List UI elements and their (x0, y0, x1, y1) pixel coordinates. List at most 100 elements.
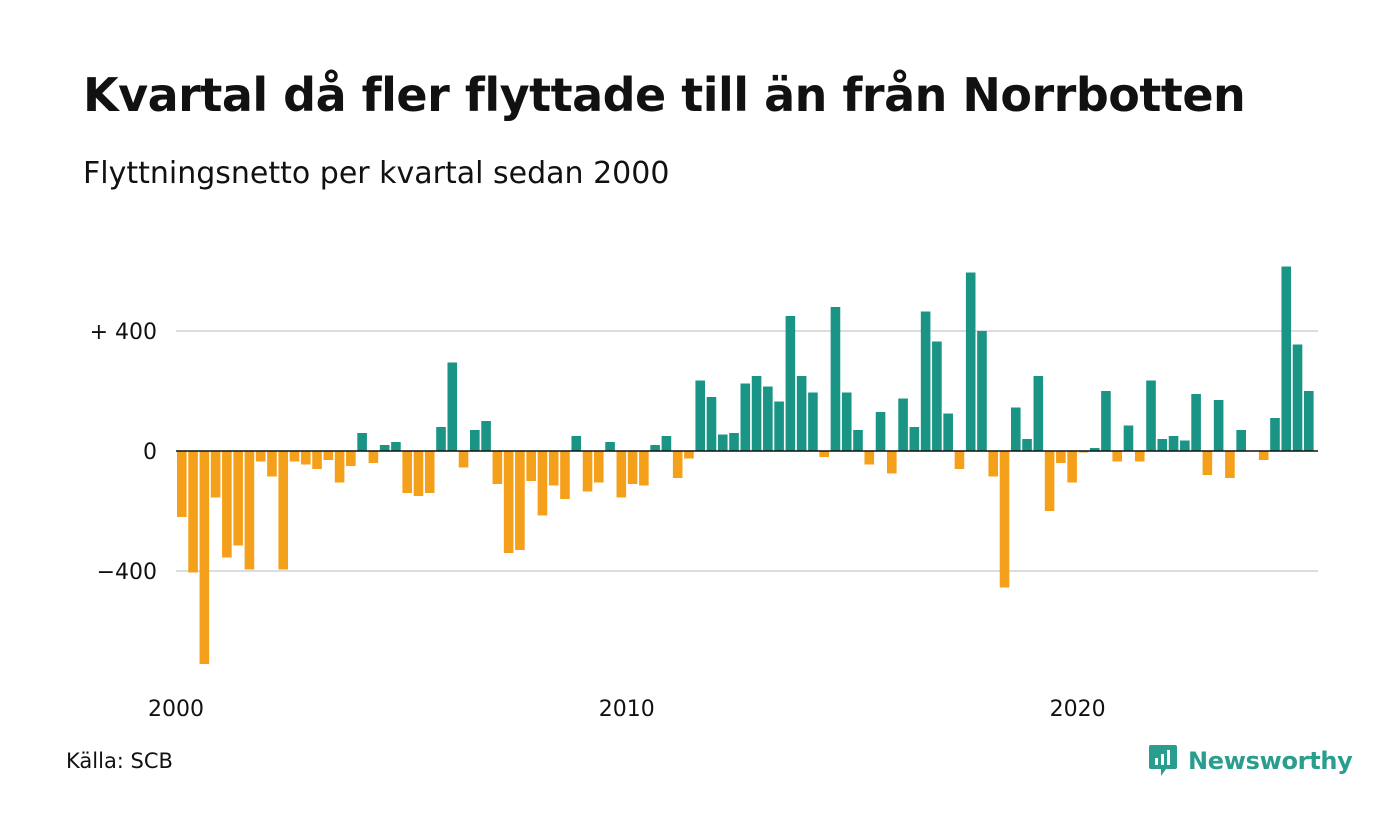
bar (458, 451, 469, 468)
bar (751, 376, 762, 451)
bar (1101, 391, 1111, 451)
bar (537, 451, 548, 516)
bar (1180, 440, 1190, 451)
bar (582, 451, 593, 492)
bar (368, 451, 379, 463)
bar (841, 392, 852, 451)
bar (1112, 451, 1123, 462)
bar (481, 421, 491, 451)
bar (222, 451, 232, 558)
bar (1056, 451, 1066, 463)
bar (357, 433, 367, 451)
bar (717, 434, 728, 451)
axes: + 400 0 −400 2000 2010 2020 (90, 320, 1318, 722)
chart-title: Kvartal då fler flyttade till än från No… (83, 68, 1246, 122)
bar (278, 451, 289, 570)
bar (853, 430, 863, 451)
bar (188, 451, 198, 573)
bar (785, 316, 796, 451)
bar (560, 451, 570, 499)
bar (470, 430, 480, 451)
bar (413, 451, 424, 496)
bar (706, 397, 717, 451)
bar (1292, 344, 1303, 451)
bar (1157, 439, 1168, 451)
brand[interactable]: Newsworthy (1148, 743, 1353, 779)
bar (887, 451, 897, 474)
bar (796, 376, 807, 451)
y-tick-label: −400 (97, 560, 157, 585)
bar (999, 451, 1010, 588)
bar (244, 451, 255, 570)
bar (199, 451, 210, 664)
chart-subtitle: Flyttningsnetto per kvartal sedan 2000 (83, 156, 670, 191)
bar (763, 386, 773, 451)
brand-name: Newsworthy (1188, 747, 1353, 775)
bar (503, 451, 514, 553)
bar (548, 451, 559, 486)
bar (346, 451, 356, 466)
bar (1044, 451, 1055, 511)
bar (492, 451, 503, 484)
bar (1270, 418, 1280, 451)
bar (639, 451, 649, 486)
bar (593, 451, 604, 483)
bar (1067, 451, 1077, 483)
bar (1089, 448, 1100, 451)
bar (808, 392, 818, 451)
bar (289, 451, 300, 462)
bar (920, 311, 931, 451)
newsworthy-logo-icon (1149, 745, 1177, 776)
bar (323, 451, 334, 460)
bar (875, 412, 886, 451)
bar (424, 451, 435, 493)
bar (1033, 376, 1044, 451)
bar (672, 451, 683, 478)
bars (177, 266, 1314, 664)
bar (627, 451, 638, 484)
bar (965, 272, 976, 451)
bar (1191, 394, 1201, 451)
bar (177, 451, 187, 517)
bar (898, 398, 908, 451)
bar (1258, 451, 1269, 460)
bar (391, 442, 401, 451)
source-note: Källa: SCB (66, 749, 173, 773)
bar (988, 451, 999, 477)
bar (977, 331, 987, 451)
bar (526, 451, 536, 481)
bar (1134, 451, 1145, 462)
x-tick-label: 2010 (599, 697, 655, 722)
bar (312, 451, 322, 469)
bar (932, 341, 942, 451)
bar (402, 451, 412, 493)
bar (650, 445, 660, 451)
bar (616, 451, 627, 498)
bar (255, 451, 266, 462)
x-tick-label: 2020 (1050, 697, 1106, 722)
bar (729, 433, 739, 451)
y-tick-label: + 400 (90, 320, 157, 345)
bar (1202, 451, 1213, 475)
bar (605, 442, 615, 451)
bar (447, 362, 458, 451)
bar (233, 451, 243, 546)
bar (571, 436, 582, 451)
bar (1236, 430, 1246, 451)
bar (436, 427, 446, 451)
bar (740, 383, 751, 451)
bar (1213, 400, 1224, 451)
bar (334, 451, 345, 483)
bar (909, 427, 920, 451)
bar (774, 401, 784, 451)
bar (954, 451, 965, 469)
bar (1123, 425, 1134, 451)
bar (684, 451, 694, 459)
x-tick-label: 2000 (148, 697, 204, 722)
gridlines (176, 330, 1318, 572)
bar (300, 451, 311, 465)
bar (1168, 436, 1179, 451)
bar (379, 445, 390, 451)
bar (695, 380, 706, 451)
